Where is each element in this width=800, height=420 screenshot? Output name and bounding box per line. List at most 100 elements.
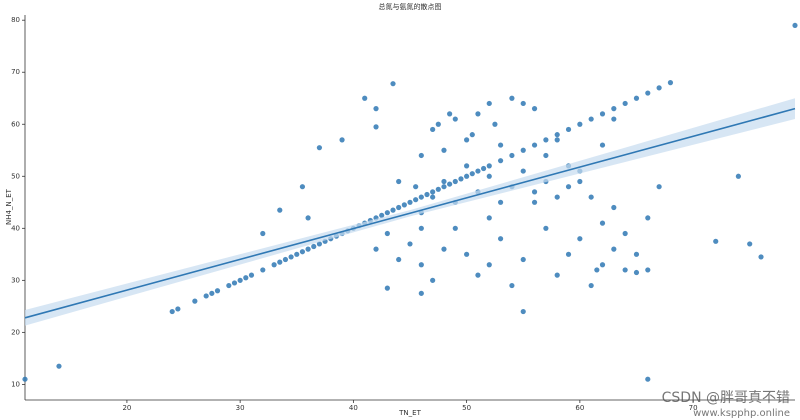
scatter-point	[588, 282, 594, 289]
y-tick-label: 60	[11, 120, 20, 128]
scatter-point	[237, 277, 243, 283]
y-axis-label: NH4_N_ET	[5, 188, 13, 225]
scatter-point	[599, 220, 606, 226]
scatter-point	[424, 191, 430, 198]
x-tick-label: 30	[236, 404, 245, 412]
scatter-point	[611, 204, 617, 211]
scatter-point	[407, 241, 413, 247]
scatter-point	[260, 230, 266, 237]
scatter-point	[231, 280, 238, 286]
scatter-point	[458, 176, 464, 182]
scatter-point	[622, 100, 628, 107]
scatter-point	[418, 152, 424, 159]
scatter-point	[656, 85, 662, 91]
scatter-point	[565, 126, 572, 133]
scatter-point	[316, 145, 323, 151]
watermark: www.kspphp.online	[693, 408, 790, 419]
scatter-point	[384, 285, 390, 291]
scatter-point	[441, 184, 447, 190]
scatter-point	[396, 178, 402, 185]
scatter-point	[441, 147, 447, 153]
watermark: CSDN @胖哥真不错	[662, 390, 790, 406]
scatter-point	[464, 173, 470, 179]
scatter-point	[430, 126, 436, 133]
y-tick-label: 20	[11, 328, 20, 336]
scatter-point	[554, 137, 560, 143]
scatter-point	[611, 106, 617, 112]
scatter-point	[520, 308, 526, 315]
scatter-point	[554, 272, 560, 278]
scatter-point	[277, 259, 283, 265]
y-tick-label: 80	[11, 16, 20, 24]
scatter-point	[418, 262, 424, 268]
x-axis-label: TN_ET	[398, 409, 421, 417]
scatter-point	[373, 124, 379, 130]
scatter-point	[294, 251, 300, 257]
scatter-point	[464, 251, 470, 257]
scatter-point	[599, 142, 606, 148]
scatter-point	[469, 171, 475, 177]
scatter-point	[588, 116, 594, 122]
scatter-point	[271, 262, 277, 268]
scatter-point	[390, 81, 396, 87]
scatter-point	[475, 168, 481, 174]
scatter-point	[622, 267, 628, 273]
scatter-point	[735, 173, 741, 179]
scatter-point	[413, 184, 419, 190]
x-tick-label: 60	[575, 404, 584, 412]
x-tick-label: 20	[122, 404, 131, 412]
scatter-point	[667, 80, 674, 86]
scatter-point	[577, 121, 583, 127]
scatter-point	[497, 199, 504, 205]
scatter-point	[531, 142, 538, 148]
scatter-point	[486, 262, 492, 268]
scatter-point	[362, 95, 368, 101]
scatter-point	[656, 184, 662, 190]
scatter-point	[588, 194, 594, 200]
scatter-point	[169, 308, 175, 315]
scatter-point	[282, 256, 289, 263]
scatter-point	[339, 137, 345, 143]
scatter-point	[486, 215, 492, 221]
scatter-point	[543, 137, 549, 143]
scatter-point	[645, 376, 651, 382]
scatter-point	[373, 106, 379, 112]
scatter-point	[509, 95, 515, 101]
scatter-point	[413, 197, 419, 203]
scatter-point	[486, 163, 492, 169]
scatter-point	[520, 168, 526, 174]
scatter-point	[277, 207, 283, 213]
scatter-point	[22, 376, 28, 382]
scatter-point	[594, 267, 600, 273]
scatter-point	[531, 106, 538, 112]
scatter-point	[645, 267, 651, 273]
y-tick-label: 30	[11, 276, 20, 284]
scatter-point	[418, 290, 424, 296]
scatter-point	[565, 184, 572, 190]
scatter-point	[543, 225, 549, 231]
scatter-point	[379, 212, 385, 218]
scatter-point	[243, 275, 249, 281]
chart-title: 总氮与氨氮的散点图	[379, 2, 442, 11]
scatter-point	[418, 194, 424, 200]
scatter-point	[418, 225, 424, 231]
scatter-point	[633, 269, 640, 276]
scatter-point	[497, 142, 504, 148]
scatter-point	[520, 256, 526, 263]
scatter-point	[475, 272, 481, 278]
scatter-point	[447, 181, 453, 187]
scatter-point	[645, 215, 651, 221]
scatter-point	[248, 272, 255, 278]
scatter-point	[384, 210, 390, 216]
scatter-point	[486, 100, 492, 107]
scatter-point	[452, 116, 458, 122]
scatter-point	[390, 207, 396, 213]
scatter-point	[622, 230, 628, 237]
scatter-point	[447, 111, 453, 117]
scatter-point	[554, 132, 560, 138]
scatter-point	[497, 158, 504, 164]
scatter-point	[475, 111, 481, 117]
scatter-point	[305, 215, 311, 221]
scatter-point	[396, 204, 402, 211]
